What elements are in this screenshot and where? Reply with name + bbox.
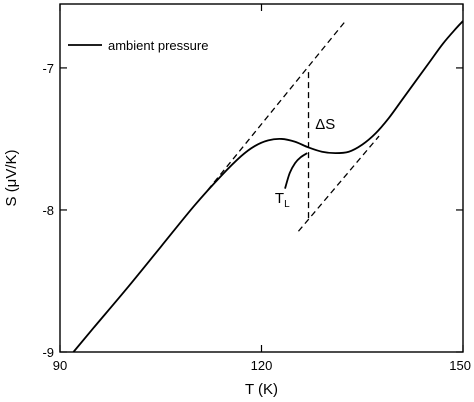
x-tick-label: 150 bbox=[449, 358, 471, 373]
legend: ambient pressure bbox=[68, 38, 208, 53]
legend-label: ambient pressure bbox=[108, 38, 208, 53]
plot-frame bbox=[59, 3, 464, 353]
series-tl-branch bbox=[284, 152, 308, 189]
x-tick-label: 90 bbox=[53, 358, 67, 373]
x-tick-label: 120 bbox=[251, 358, 273, 373]
annotation-tl-main: T bbox=[275, 190, 284, 207]
annotation-delta-s: ΔS bbox=[315, 116, 335, 133]
annotation-tl-sub: L bbox=[284, 199, 290, 210]
series-lower-t-extrapolation bbox=[207, 20, 346, 191]
y-tick-label: -7 bbox=[42, 61, 54, 76]
x-axis-title: T (K) bbox=[245, 381, 278, 398]
x-axis: 90 120 150 bbox=[53, 4, 471, 373]
y-tick-label: -9 bbox=[42, 345, 54, 360]
y-tick-label: -8 bbox=[42, 203, 54, 218]
series-layer bbox=[72, 20, 464, 353]
series-ambient-pressure bbox=[72, 20, 464, 353]
series-upper-t-extrapolation bbox=[297, 135, 380, 232]
y-axis-title: S (μV/K) bbox=[3, 150, 20, 207]
y-axis: -9 -8 -7 bbox=[42, 61, 463, 360]
plot-border bbox=[59, 3, 464, 353]
annotation-tl: TL bbox=[275, 190, 290, 210]
